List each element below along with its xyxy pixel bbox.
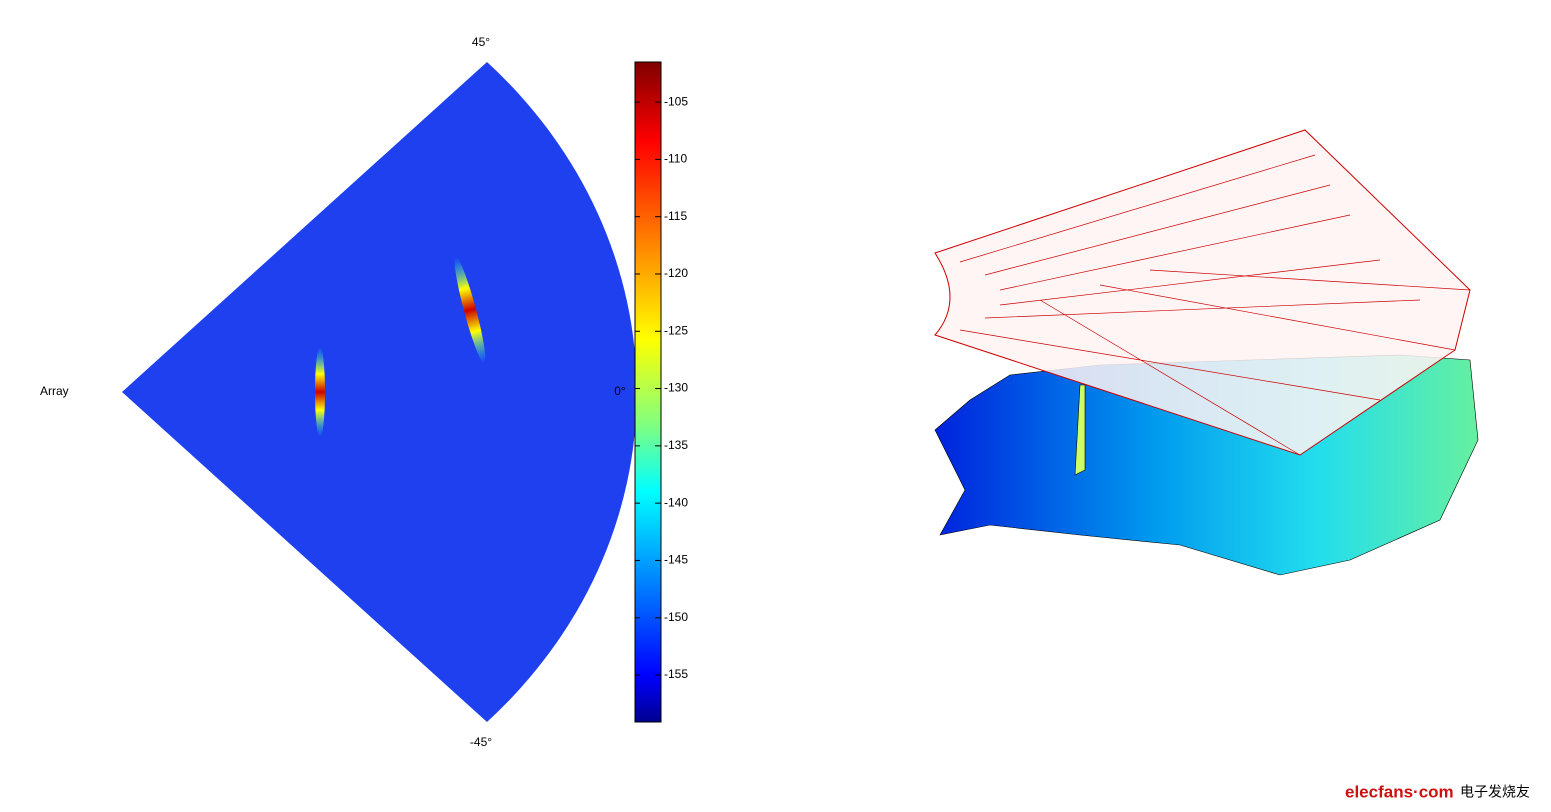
colorbar-tick-label: -155 <box>664 667 688 681</box>
colorbar-tick-label: -125 <box>664 323 688 337</box>
colorbar-tick-label: -135 <box>664 438 688 452</box>
colorbar-tick-label: -145 <box>664 553 688 567</box>
colorbar-tick-label: -120 <box>664 266 688 280</box>
colorbar-scale <box>634 61 662 723</box>
colorbar-tick-label: -105 <box>664 94 688 108</box>
upper-mesh <box>934 129 1471 456</box>
peak <box>1074 384 1086 476</box>
colorbar-tick-label: -130 <box>664 381 688 395</box>
watermark-name: 电子发烧友 <box>1460 784 1530 800</box>
angle-label: 45° <box>472 35 490 49</box>
array-label: Array <box>40 384 69 398</box>
colorbar-tick-label: -115 <box>664 209 687 223</box>
sector-plot: Array 45° 0° -45° <box>40 35 637 749</box>
hot-spot <box>454 256 486 364</box>
surface-plot <box>934 129 1479 576</box>
watermark: elecfans·com 电子发烧友 <box>1345 782 1530 801</box>
angle-label: -45° <box>470 735 492 749</box>
colorbar: -105 -110 -115 -120 -125 -130 -135 -140 -145 -150… <box>634 61 688 723</box>
sector <box>122 62 637 722</box>
colorbar-tick-label: -110 <box>664 152 687 166</box>
angle-label: 0° <box>614 384 626 398</box>
hot-spot <box>315 347 325 437</box>
colorbar-tick-label: -140 <box>664 495 688 509</box>
watermark-site: elecfans·com <box>1345 782 1454 801</box>
mesh-line <box>959 154 1471 456</box>
colorbar-tick-label: -150 <box>664 610 688 624</box>
